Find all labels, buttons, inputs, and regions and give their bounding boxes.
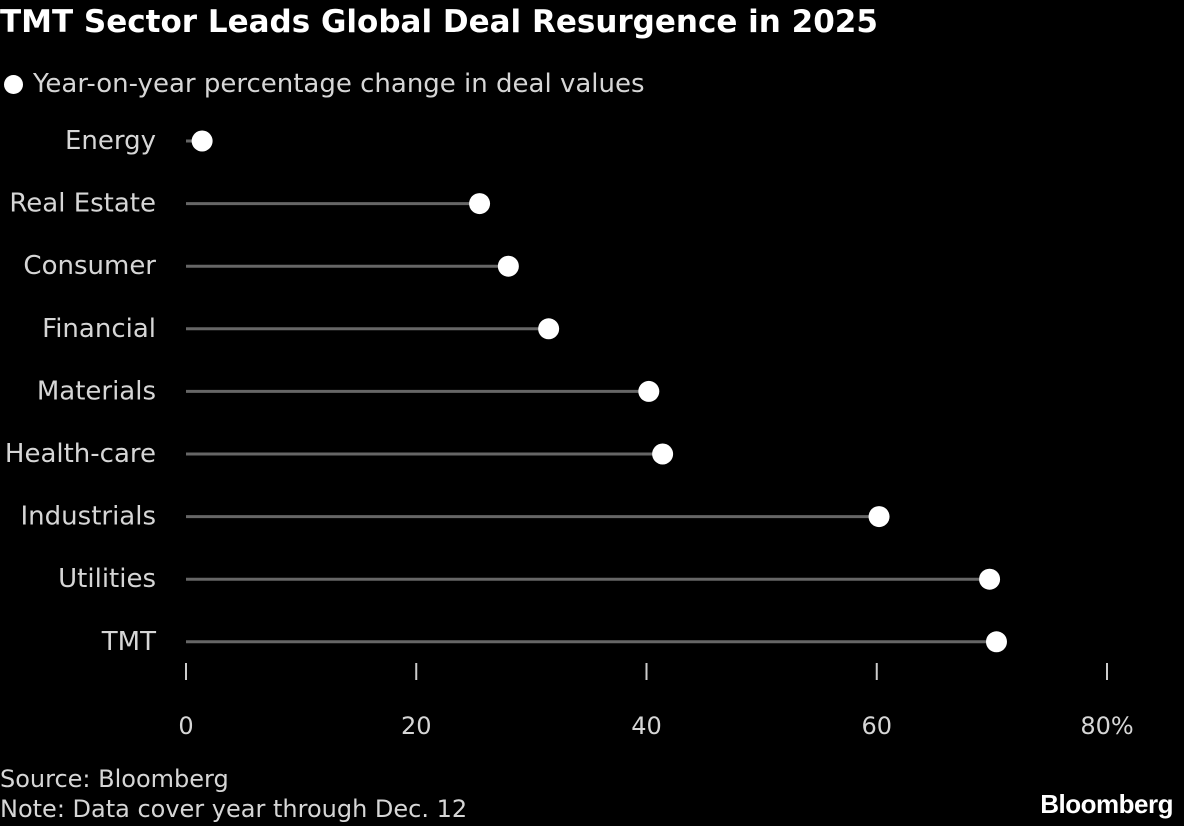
dot-energy (191, 130, 213, 152)
x-tick-label-20: 20 (401, 712, 432, 740)
category-label-real-estate: Real Estate (9, 189, 156, 219)
x-tick-label-60: 60 (861, 712, 892, 740)
dot-utilities (979, 568, 1001, 590)
category-label-financial: Financial (42, 314, 156, 344)
chart-title: TMT Sector Leads Global Deal Resurgence … (0, 4, 878, 40)
x-tick-label-0: 0 (178, 712, 193, 740)
legend-marker (4, 74, 23, 94)
category-label-materials: Materials (37, 376, 156, 406)
data-note: Note: Data cover year through Dec. 12 (0, 795, 468, 823)
category-label-tmt: TMT (101, 627, 156, 657)
dot-tmt (985, 631, 1007, 653)
legend-label: Year-on-year percentage change in deal v… (33, 69, 645, 99)
legend: Year-on-year percentage change in deal v… (4, 68, 645, 100)
dot-real-estate (469, 193, 491, 215)
dot-health-care (652, 443, 674, 465)
dot-materials (638, 380, 660, 402)
dot-financial (538, 318, 560, 340)
x-tick-label-40: 40 (631, 712, 662, 740)
category-label-industrials: Industrials (21, 502, 156, 532)
x-tick-label-80: 80% (1080, 712, 1133, 740)
dot-industrials (868, 506, 890, 528)
bloomberg-logo: Bloomberg (1040, 789, 1173, 819)
category-label-health-care: Health-care (5, 439, 156, 469)
category-label-energy: Energy (65, 126, 156, 156)
category-label-utilities: Utilities (58, 564, 156, 594)
category-label-consumer: Consumer (23, 251, 156, 281)
dot-consumer (497, 255, 519, 277)
footer: Source: Bloomberg Note: Data cover year … (0, 764, 467, 824)
source-note: Source: Bloomberg (0, 765, 229, 793)
